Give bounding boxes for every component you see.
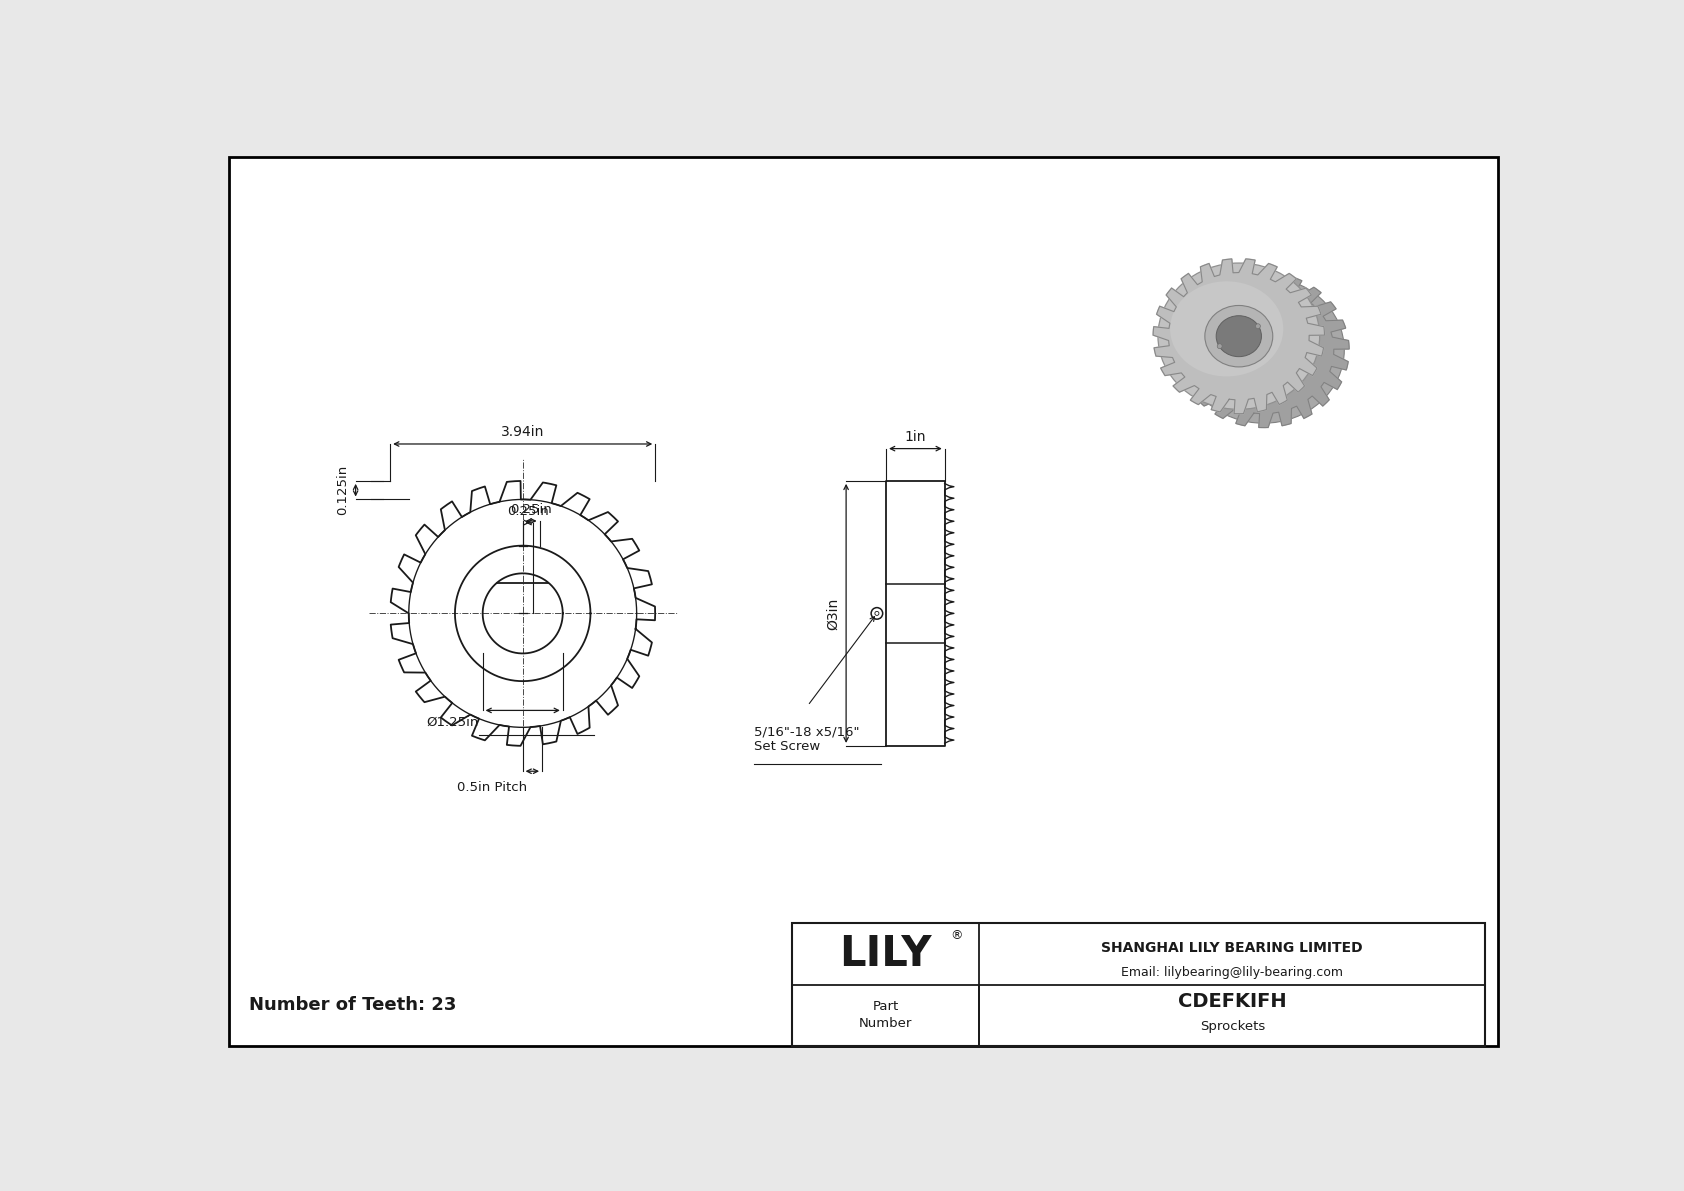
Text: 5/16"-18 x5/16"
Set Screw: 5/16"-18 x5/16" Set Screw	[754, 725, 859, 753]
FancyBboxPatch shape	[229, 157, 1497, 1046]
Polygon shape	[1154, 258, 1325, 413]
Text: Ø3in: Ø3in	[825, 597, 840, 630]
Text: 0.25in: 0.25in	[510, 504, 552, 517]
Text: 1in: 1in	[904, 430, 926, 444]
Text: 0.125in: 0.125in	[337, 464, 350, 516]
Text: 3.94in: 3.94in	[502, 425, 544, 439]
Text: ®: ®	[950, 929, 963, 942]
Ellipse shape	[1159, 263, 1320, 410]
Ellipse shape	[1170, 281, 1283, 376]
Polygon shape	[1177, 273, 1349, 428]
Ellipse shape	[1182, 276, 1344, 423]
Bar	[791, 923, 1485, 1046]
Text: Number of Teeth: 23: Number of Teeth: 23	[249, 996, 456, 1014]
Text: Ø1.25in: Ø1.25in	[426, 716, 478, 729]
Ellipse shape	[1216, 316, 1261, 356]
Text: 0.5in Pitch: 0.5in Pitch	[458, 781, 527, 794]
Text: LILY: LILY	[840, 933, 931, 974]
Text: SHANGHAI LILY BEARING LIMITED: SHANGHAI LILY BEARING LIMITED	[1101, 941, 1362, 954]
Text: CDEFKIFH: CDEFKIFH	[1177, 992, 1287, 1011]
Circle shape	[1218, 344, 1223, 349]
Text: Email: lilybearing@lily-bearing.com: Email: lilybearing@lily-bearing.com	[1122, 966, 1344, 979]
Ellipse shape	[1204, 305, 1273, 367]
Text: Sprockets: Sprockets	[1199, 1019, 1265, 1033]
Circle shape	[1256, 324, 1260, 329]
Text: Part
Number: Part Number	[859, 1000, 913, 1030]
Text: 0.25in: 0.25in	[507, 505, 549, 518]
